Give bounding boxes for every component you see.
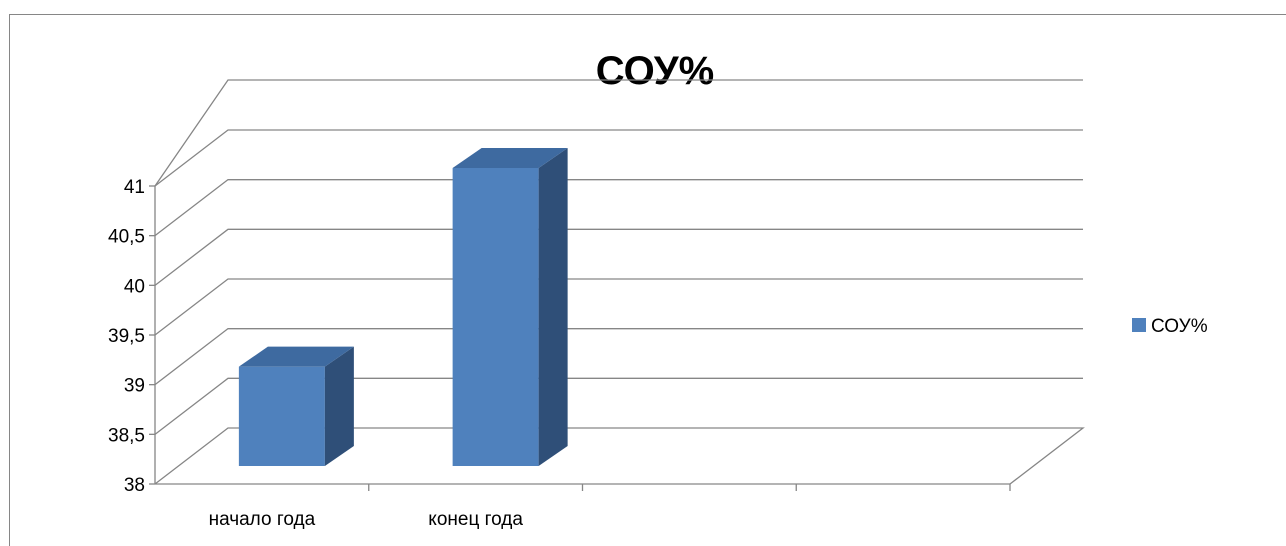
bar-front bbox=[452, 168, 539, 466]
y-tick-label: 41 bbox=[124, 177, 145, 198]
y-tick-label: 40,5 bbox=[108, 227, 145, 248]
chart-area bbox=[9, 14, 1286, 546]
x-tick-labels: начало года конец года bbox=[209, 509, 524, 530]
y-tick-label: 40 bbox=[124, 276, 145, 297]
y-tick-label: 39 bbox=[124, 376, 145, 397]
chart-walls bbox=[154, 427, 1085, 485]
x-tick-label: начало года bbox=[209, 509, 316, 530]
y-tick-label: 38 bbox=[124, 475, 145, 496]
bar-top bbox=[452, 148, 568, 168]
y-tick-label: 39,5 bbox=[108, 326, 145, 347]
bar-side bbox=[324, 346, 354, 466]
gridline-top bbox=[154, 79, 1083, 187]
bar-front bbox=[238, 366, 325, 466]
chart-title: СОУ% bbox=[596, 49, 714, 93]
bar-top bbox=[238, 346, 354, 367]
gridline bbox=[154, 129, 1083, 187]
gridline bbox=[154, 278, 1083, 336]
legend-swatch bbox=[1132, 318, 1146, 332]
legend-label: СОУ% bbox=[1151, 316, 1208, 337]
bar bbox=[452, 148, 568, 466]
floor-outline bbox=[154, 427, 1085, 485]
bar-side bbox=[538, 148, 568, 466]
bar bbox=[238, 346, 354, 466]
gridline bbox=[154, 179, 1083, 237]
bars bbox=[238, 148, 568, 466]
gridlines bbox=[154, 79, 1083, 435]
gridline bbox=[154, 377, 1083, 435]
y-tick-labels: 38 38,5 39 39,5 40 40,5 41 bbox=[108, 177, 155, 496]
gridline bbox=[154, 328, 1083, 386]
legend: СОУ% bbox=[1132, 316, 1208, 337]
x-tick-label: конец года bbox=[428, 509, 523, 530]
y-tick-label: 38,5 bbox=[108, 425, 145, 446]
gridline bbox=[154, 228, 1083, 286]
